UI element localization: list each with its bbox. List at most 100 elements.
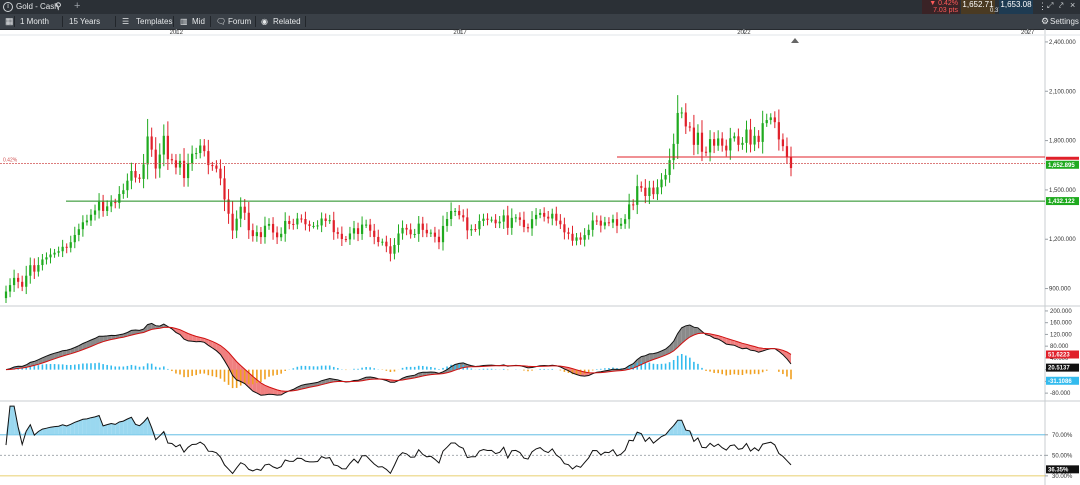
pin-icon[interactable]: ⤤ xyxy=(1059,1,1064,10)
candle-body xyxy=(89,214,93,221)
interval-button[interactable]: 1 Month xyxy=(20,17,49,26)
macd-fill xyxy=(252,376,257,394)
histogram-value-label: -31.1086 xyxy=(1048,379,1072,385)
bar-chart-icon[interactable]: ▥ xyxy=(180,17,188,26)
macd-fill xyxy=(58,350,63,358)
rsi-overbought-fill xyxy=(131,417,136,435)
candle-body xyxy=(122,190,125,195)
forum-icon[interactable]: 🗨 xyxy=(216,17,227,26)
candle-body xyxy=(696,132,700,145)
related-button[interactable]: Related xyxy=(273,17,301,26)
settings-button[interactable]: Settings xyxy=(1050,17,1079,26)
macd-fill xyxy=(232,356,237,380)
close-icon[interactable]: × xyxy=(1070,0,1076,10)
macd-tick-label: -80.000 xyxy=(1050,391,1071,397)
macd-fill xyxy=(447,366,452,373)
macd-tick-label: 160.000 xyxy=(1050,321,1072,327)
expand-icon[interactable]: ⤢ xyxy=(1047,1,1054,10)
candle-body xyxy=(381,241,384,243)
macd-fill xyxy=(722,336,727,345)
candle-body xyxy=(12,277,16,286)
macd-fill xyxy=(653,352,658,360)
x-tick-label: 2012 xyxy=(170,30,184,36)
candle-body xyxy=(8,285,12,292)
signal-value-label-bg xyxy=(1046,363,1079,372)
search-icon[interactable]: ⚲ xyxy=(55,1,62,11)
y-tick-label: 1,200.000 xyxy=(1049,237,1076,243)
macd-fill xyxy=(738,341,743,349)
candle-body xyxy=(37,265,40,272)
macd-fill xyxy=(641,355,646,365)
candle-body xyxy=(356,228,360,234)
gear-icon[interactable]: ⚙ xyxy=(1041,16,1050,26)
macd-fill xyxy=(645,353,650,363)
rsi-value-label: 36.35% xyxy=(1048,467,1069,473)
macd-fill xyxy=(131,330,136,336)
macd-fill xyxy=(220,345,225,361)
candle-body xyxy=(304,219,307,225)
candle-body xyxy=(721,138,724,146)
forum-button[interactable]: Forum xyxy=(228,17,252,26)
plus-icon[interactable]: + xyxy=(74,0,81,12)
templates-icon[interactable]: ☰ xyxy=(122,17,130,26)
rsi-overbought-fill xyxy=(641,433,646,435)
bid-price[interactable]: 1,652.71 xyxy=(961,0,995,14)
candle-body xyxy=(409,229,412,235)
templates-button[interactable]: Templates xyxy=(136,17,173,26)
rsi-overbought-fill xyxy=(66,424,71,435)
y-axis: 2,400.000 2,100.000 1,800.000 1,500.000 1,20… xyxy=(1045,40,1076,480)
candle-body xyxy=(267,223,271,226)
candle-body xyxy=(466,217,469,231)
candle-body xyxy=(680,112,683,114)
candle-body xyxy=(700,132,704,152)
candle-body xyxy=(462,215,465,218)
candle-body xyxy=(713,139,716,146)
candle-body xyxy=(360,224,364,234)
candle-body xyxy=(275,232,279,238)
candle-body xyxy=(308,224,311,226)
macd-fill xyxy=(82,341,87,350)
price-change: ▼ 0.42% 7.03 pts xyxy=(922,0,960,14)
layout-grid-icon[interactable]: ▦ xyxy=(5,16,14,26)
mid-button[interactable]: Mid xyxy=(192,17,205,26)
macd-tick-label: 200.000 xyxy=(1050,309,1072,315)
candle-body xyxy=(547,216,550,219)
candle-body xyxy=(110,202,113,207)
more-icon[interactable]: ⋮ xyxy=(1038,1,1047,11)
candle-body xyxy=(332,220,335,233)
macd-fill xyxy=(248,372,253,392)
candle-body xyxy=(506,215,509,228)
rsi-overbought-fill xyxy=(143,417,148,435)
rsi-overbought-fill xyxy=(685,430,690,435)
x-tick-label: 2027 xyxy=(1021,30,1035,36)
x-tick-label: 2022 xyxy=(737,30,751,36)
candle-body xyxy=(97,201,101,211)
info-icon[interactable]: i xyxy=(3,2,13,12)
macd-fill xyxy=(50,353,55,361)
macd-fill xyxy=(90,338,96,347)
eye-icon[interactable]: ◉ xyxy=(261,17,268,26)
candle-body xyxy=(660,179,663,188)
range-button[interactable]: 15 Years xyxy=(69,17,101,26)
macd-fill xyxy=(196,336,201,342)
candle-body xyxy=(284,220,287,234)
ask-price[interactable]: 1,653.08 xyxy=(999,0,1033,14)
price-chart[interactable]: 2012 2017 2022 2027 2,400.000 2,100.000 1,800… xyxy=(0,29,1080,485)
candle-body xyxy=(773,117,776,123)
candle-body xyxy=(454,210,457,212)
x-axis: 2012 2017 2022 2027 xyxy=(170,29,1035,43)
macd-fill xyxy=(99,336,104,344)
macd-fill xyxy=(188,333,193,342)
candle-body xyxy=(134,171,137,178)
instrument-title[interactable]: Gold - Cash xyxy=(16,2,59,11)
candle-body xyxy=(118,194,121,203)
rsi-overbought-fill xyxy=(669,425,674,435)
signal-value-label: 20.5137 xyxy=(1048,366,1070,372)
candle-body xyxy=(150,136,153,150)
candle-body xyxy=(567,232,570,234)
candle-body xyxy=(191,153,194,164)
candle-body xyxy=(704,151,708,153)
candle-body xyxy=(130,171,133,181)
candle-body xyxy=(741,142,744,145)
candle-body xyxy=(437,236,441,243)
